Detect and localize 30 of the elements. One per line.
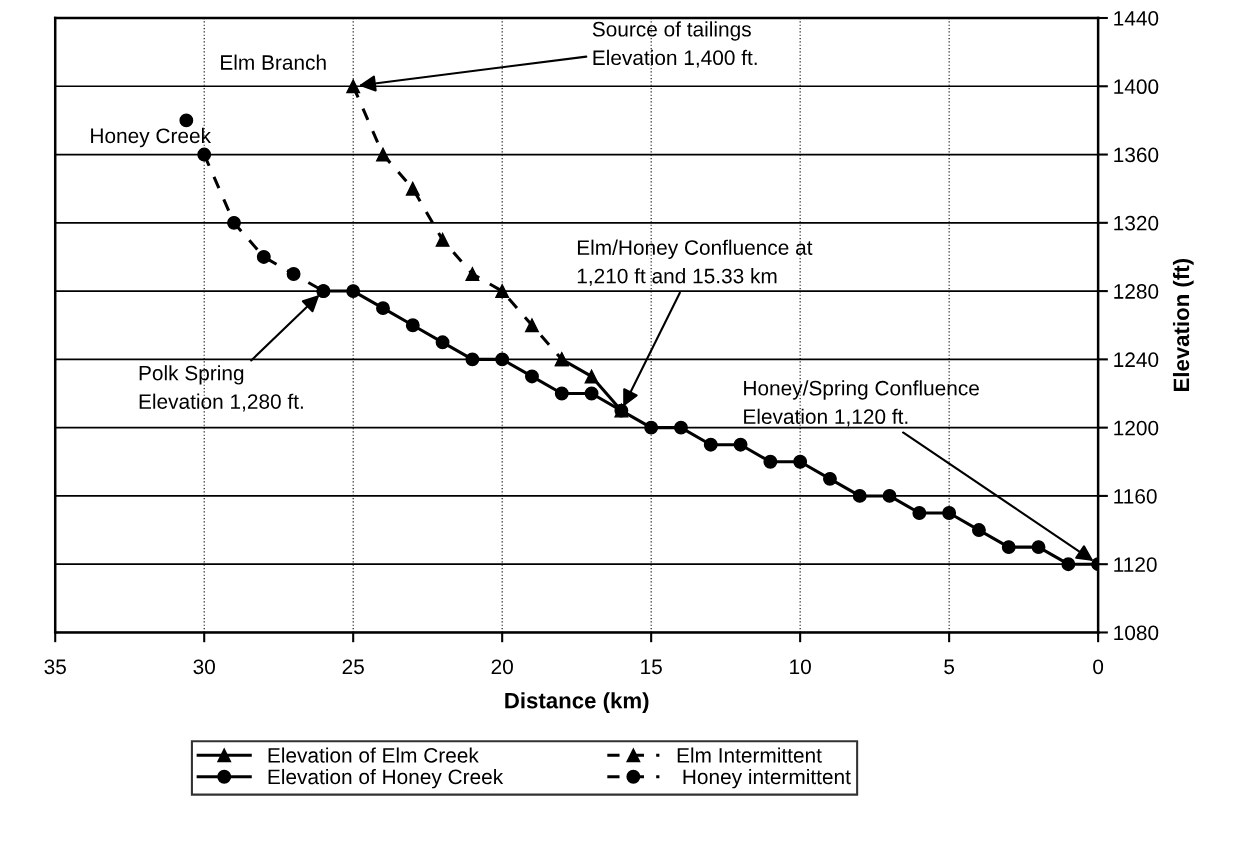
- x-tick-label: 25: [342, 659, 364, 675]
- x-tick-label: 35: [44, 659, 66, 675]
- legend-label: Honey intermittent: [683, 768, 851, 789]
- annotation: Honey Creek: [91, 127, 212, 148]
- legend-label: Elevation of Honey Creek: [268, 768, 504, 789]
- legend-label: Elm Intermittent: [677, 747, 822, 763]
- x-tick-label: 0: [1093, 659, 1104, 675]
- x-tick-label: 10: [790, 659, 811, 675]
- annotation: Polk Spring Elevation 1,280 ft.: [139, 365, 303, 412]
- y-tick-label: 1320: [1114, 215, 1159, 231]
- x-tick-label: 5: [944, 659, 955, 675]
- y-tick-label: 1160: [1114, 488, 1157, 504]
- x-tick-label: 30: [193, 659, 215, 675]
- annotation: Source of tailings Elevation 1,400 ft.: [592, 21, 757, 68]
- y-axis-title: Elevation (ft): [1172, 259, 1194, 392]
- y-tick-label: 1200: [1114, 420, 1159, 436]
- x-tick-label: 20: [491, 659, 513, 675]
- y-tick-label: 1080: [1114, 625, 1159, 641]
- y-tick-label: 1400: [1114, 79, 1159, 95]
- annotation: Honey/Spring Confluence Elevation 1,120 ft.: [744, 380, 979, 427]
- x-tick-label: 15: [641, 659, 662, 675]
- x-axis-title: Distance (km): [505, 692, 649, 713]
- y-tick-label: 1360: [1114, 147, 1159, 163]
- y-tick-label: 1440: [1114, 11, 1159, 26]
- annotation: Elm Branch: [221, 54, 326, 70]
- y-tick-label: 1240: [1114, 352, 1159, 368]
- y-tick-label: 1120: [1114, 557, 1157, 572]
- annotation: Elm/Honey Confluence at 1,210 ft and 15.33 km: [577, 239, 813, 286]
- y-tick-label: 1280: [1114, 284, 1159, 299]
- legend-label: Elevation of Elm Creek: [268, 747, 479, 763]
